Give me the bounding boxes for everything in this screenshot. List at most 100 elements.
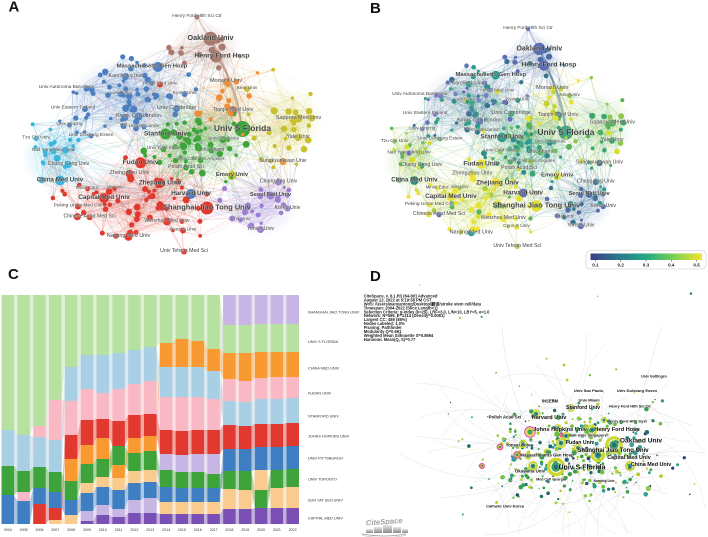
svg-text:Univ Eastern Finland: Univ Eastern Finland: [403, 110, 448, 116]
svg-text:Largest CC: 486 (85%): Largest CC: 486 (85%): [364, 317, 408, 322]
svg-text:Pruning: Pathfinder: Pruning: Pathfinder: [364, 325, 403, 330]
svg-text:Kyoto Univ: Kyoto Univ: [173, 90, 197, 96]
svg-text:Henry Ford Hlth Sci Ctr: Henry Ford Hlth Sci Ctr: [609, 404, 652, 408]
svg-text:Univ Duisburg Essen: Univ Duisburg Essen: [418, 136, 463, 142]
svg-text:Network: N=569, E=1314 (Densit: Network: N=569, E=1314 (Density=0.0081): [364, 313, 446, 318]
svg-text:SUN YAT SEN UNIV: SUN YAT SEN UNIV: [308, 499, 343, 503]
svg-text:Selection Criteria: g-index (k: Selection Criteria: g-index (k=25), LRF=…: [364, 309, 490, 314]
svg-text:Kings Coll London: Kings Coll London: [457, 118, 502, 124]
svg-text:Hebel Med Univ: Hebel Med Univ: [143, 81, 178, 87]
svg-text:2006: 2006: [36, 528, 44, 532]
svg-text:Univ Cambridge: Univ Cambridge: [491, 110, 530, 116]
svg-text:CiteSpace: CiteSpace: [366, 516, 404, 528]
svg-text:SHANGHAI JIAO TONG UNIV: SHANGHAI JIAO TONG UNIV: [308, 311, 360, 315]
svg-text:2011: 2011: [115, 528, 123, 532]
svg-text:A: A: [9, 0, 20, 16]
svg-text:2004: 2004: [4, 528, 12, 532]
svg-text:Univ Wisconsin: Univ Wisconsin: [129, 123, 160, 128]
svg-text:Lund Univ: Lund Univ: [454, 97, 476, 103]
svg-text:Capital Med Univ: Capital Med Univ: [607, 455, 650, 461]
svg-text:Modularity Q=0.691: Modularity Q=0.691: [364, 329, 402, 334]
svg-text:Harvard Univ: Harvard Univ: [532, 415, 568, 421]
svg-text:2009: 2009: [83, 528, 91, 532]
svg-text:Cha Univ: Cha Univ: [231, 216, 251, 222]
svg-text:Cha Univ: Cha Univ: [554, 213, 574, 219]
svg-text:Chinese Acad Med Sci: Chinese Acad Med Sci: [413, 211, 465, 217]
svg-text:Univ Tehran Med Sci: Univ Tehran Med Sci: [160, 248, 208, 254]
svg-text:Fudan Univ: Fudan Univ: [566, 440, 594, 446]
svg-text:Cens S Univ: Cens S Univ: [170, 227, 197, 233]
svg-text:Nodes Labeled: 1.0%: Nodes Labeled: 1.0%: [364, 321, 405, 326]
svg-text:FUDAN UNIV: FUDAN UNIV: [308, 391, 332, 395]
svg-text:2018: 2018: [225, 528, 233, 532]
svg-text:Tianjin Med Univ: Tianjin Med Univ: [538, 112, 579, 118]
svg-text:Massachusetts Gen Hosp: Massachusetts Gen Hosp: [456, 72, 527, 78]
svg-text:Kings Coll London: Kings Coll London: [116, 113, 161, 119]
svg-text:B: B: [370, 0, 381, 17]
svg-text:Chung Ang Univ: Chung Ang Univ: [577, 178, 615, 184]
svg-text:Polish Acad Sci: Polish Acad Sci: [501, 165, 537, 171]
svg-text:Zhengzhou Univ: Zhengzhou Univ: [109, 170, 149, 176]
svg-text:Univ Duisburg Essen: Univ Duisburg Essen: [617, 388, 658, 393]
svg-text:China Med Univ: China Med Univ: [631, 462, 671, 468]
svg-text:Univ Gottingen: Univ Gottingen: [641, 374, 667, 378]
svg-text:Univ Autonoma Barcelona: Univ Autonoma Barcelona: [392, 91, 448, 97]
svg-text:Seoul Natl Univ: Seoul Natl Univ: [569, 191, 611, 197]
svg-text:Massachusetts Gen Hosp: Massachusetts Gen Hosp: [117, 64, 188, 70]
svg-text:2013: 2013: [146, 528, 154, 532]
svg-text:JOHNS HOPKINS UNIV: JOHNS HOPKINS UNIV: [308, 435, 350, 439]
svg-text:Sungkyunkwan Univ: Sungkyunkwan Univ: [576, 159, 623, 165]
svg-text:Univ Miami: Univ Miami: [578, 397, 599, 402]
svg-text:Harvard Univ: Harvard Univ: [171, 190, 211, 197]
svg-text:2016: 2016: [194, 528, 202, 532]
svg-text:Henry Ford Hosp: Henry Ford Hosp: [521, 61, 576, 68]
svg-text:Ucl: Ucl: [120, 122, 127, 128]
svg-text:Johns Hopkins Univ: Johns Hopkins Univ: [533, 427, 588, 433]
svg-text:Korea Univ: Korea Univ: [275, 205, 301, 211]
svg-text:Univ Cambridge: Univ Cambridge: [157, 105, 196, 111]
svg-text:2020: 2020: [257, 528, 265, 532]
svg-text:Korea Univ: Korea Univ: [590, 203, 616, 209]
svg-text:UNIV S FLORIDA: UNIV S FLORIDA: [308, 340, 339, 344]
svg-text:Univ Calif Irvine: Univ Calif Irvine: [484, 148, 518, 154]
svg-text:Polish Acad Sci: Polish Acad Sci: [489, 415, 522, 420]
svg-text:Seoul Natl Univ: Seoul Natl Univ: [250, 192, 292, 198]
svg-text:Peking Union Med Coll: Peking Union Med Coll: [405, 201, 454, 207]
svg-text:Nanjing Med Univ: Nanjing Med Univ: [107, 233, 151, 239]
svg-text:Jilin Univ: Jilin Univ: [105, 185, 124, 190]
svg-text:Tianjin Med Univ: Tianjin Med Univ: [213, 107, 254, 113]
svg-text:Univ Calif Los Angeles: Univ Calif Los Angeles: [177, 156, 226, 162]
svg-text:Sapporo Med Univ: Sapporo Med Univ: [590, 120, 636, 126]
svg-text:Stanford Univ: Stanford Univ: [566, 405, 600, 411]
svg-text:0.1: 0.1: [592, 263, 599, 268]
svg-text:Chang Gung Univ: Chang Gung Univ: [48, 161, 90, 167]
svg-text:2007: 2007: [51, 528, 59, 532]
svg-text:Oakland Univ: Oakland Univ: [188, 33, 234, 42]
svg-text:Nantong Univ: Nantong Univ: [594, 479, 615, 483]
svg-text:Massachusetts Gen Hosp: Massachusetts Gen Hosp: [520, 453, 574, 458]
svg-text:Yonsei Univ: Yonsei Univ: [567, 222, 595, 228]
svg-text:Emory Univ: Emory Univ: [216, 172, 249, 178]
svg-text:0.5: 0.5: [693, 263, 700, 268]
svg-text:C: C: [8, 266, 19, 283]
svg-text:Sungkyunkwan Univ: Sungkyunkwan Univ: [259, 158, 306, 164]
svg-text:Chung Ang Univ: Chung Ang Univ: [260, 178, 298, 184]
svg-text:Emory Univ: Emory Univ: [541, 173, 574, 179]
svg-text:Zhejiang Univ: Zhejiang Univ: [139, 179, 182, 186]
svg-text:0.3: 0.3: [643, 263, 650, 268]
svg-text:Minist Educ: Minist Educ: [426, 184, 450, 189]
svg-text:Ucl: Ucl: [464, 126, 471, 132]
svg-text:Natl Yang Ming Univ: Natl Yang Ming Univ: [387, 149, 431, 155]
svg-text:China Med Univ: China Med Univ: [37, 177, 84, 184]
svg-text:Univ Leipzig: Univ Leipzig: [409, 125, 435, 131]
svg-text:0.4: 0.4: [668, 263, 675, 268]
svg-text:Yonsei Univ: Yonsei Univ: [247, 226, 275, 232]
svg-text:Nanjing Med Univ: Nanjing Med Univ: [450, 229, 494, 235]
svg-text:Yonsei Univ: Yonsei Univ: [506, 443, 531, 448]
svg-text:Keio Univ: Keio Univ: [559, 92, 580, 98]
svg-text:Univ S Florida: Univ S Florida: [558, 464, 605, 471]
svg-text:Lund Univ: Lund Univ: [110, 90, 132, 96]
svg-text:Yale Univ: Yale Univ: [286, 134, 309, 140]
svg-text:August 12, 2022 at 5:19:58 PM: August 12, 2022 at 5:19:58 PM CST: [364, 297, 432, 302]
svg-text:Univ S Florida: Univ S Florida: [214, 123, 271, 133]
